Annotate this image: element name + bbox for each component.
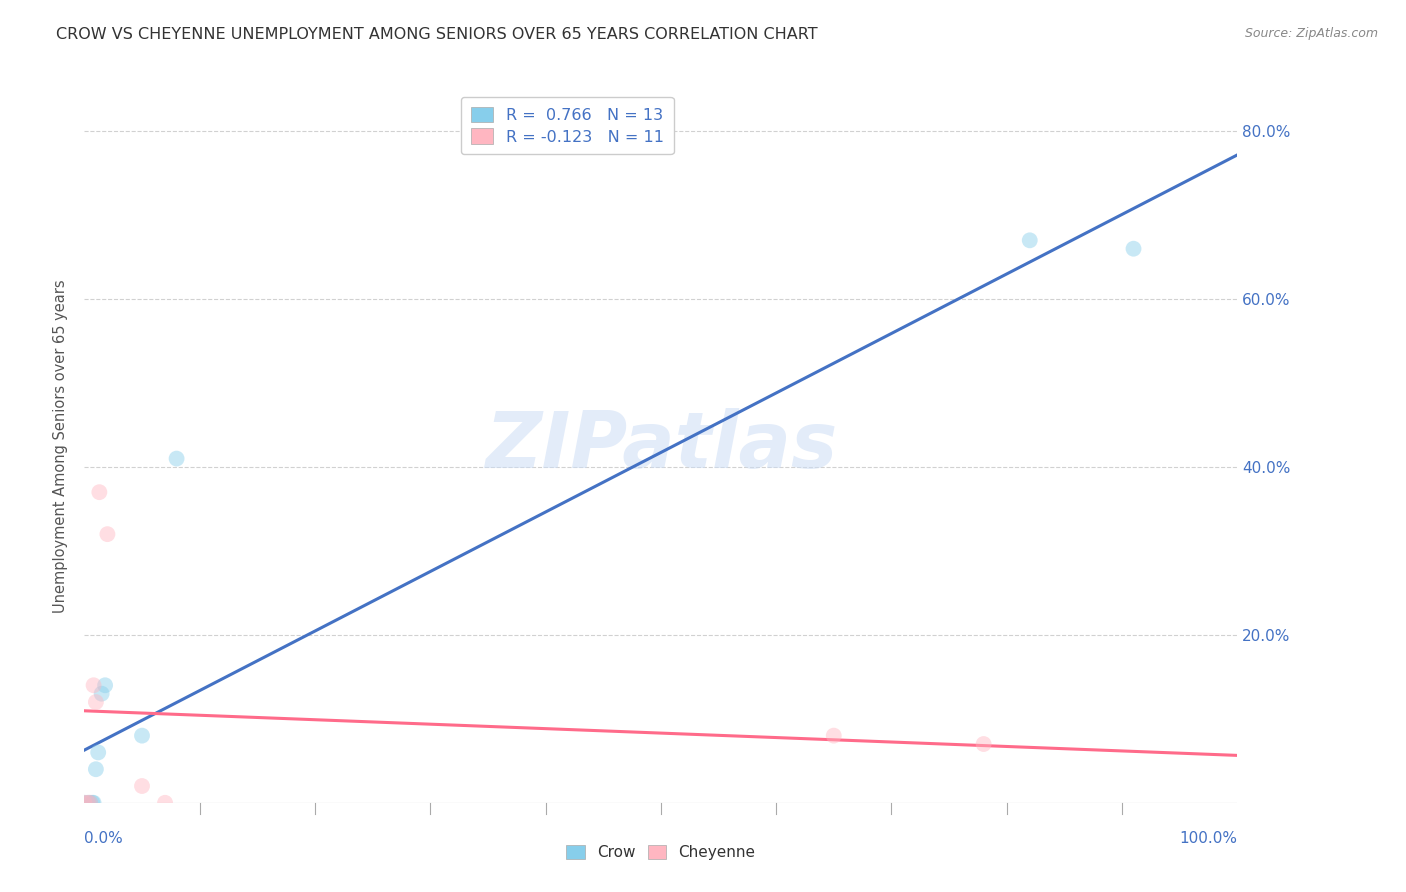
Text: ZIPatlas: ZIPatlas xyxy=(485,408,837,484)
Text: Source: ZipAtlas.com: Source: ZipAtlas.com xyxy=(1244,27,1378,40)
Point xyxy=(76,796,98,810)
Point xyxy=(79,796,101,810)
Text: 0.0%: 0.0% xyxy=(84,831,124,847)
Y-axis label: Unemployment Among Seniors over 65 years: Unemployment Among Seniors over 65 years xyxy=(53,279,69,613)
Point xyxy=(83,678,105,692)
Point xyxy=(96,527,118,541)
Point xyxy=(131,729,153,743)
Point xyxy=(73,796,96,810)
Point xyxy=(1122,242,1144,256)
Point xyxy=(76,796,98,810)
Point xyxy=(166,451,188,466)
Point xyxy=(87,746,110,760)
Point xyxy=(84,762,107,776)
Point xyxy=(82,796,104,810)
Point xyxy=(79,796,101,810)
Point xyxy=(823,729,845,743)
Text: CROW VS CHEYENNE UNEMPLOYMENT AMONG SENIORS OVER 65 YEARS CORRELATION CHART: CROW VS CHEYENNE UNEMPLOYMENT AMONG SENI… xyxy=(56,27,818,42)
Text: 100.0%: 100.0% xyxy=(1180,831,1237,847)
Point xyxy=(90,687,112,701)
Point xyxy=(89,485,111,500)
Point xyxy=(153,796,176,810)
Legend: Crow, Cheyenne: Crow, Cheyenne xyxy=(561,839,761,866)
Point xyxy=(131,779,153,793)
Point xyxy=(84,695,107,709)
Point xyxy=(1018,233,1040,247)
Point xyxy=(73,796,96,810)
Point xyxy=(83,796,105,810)
Point xyxy=(94,678,117,692)
Point xyxy=(973,737,995,751)
